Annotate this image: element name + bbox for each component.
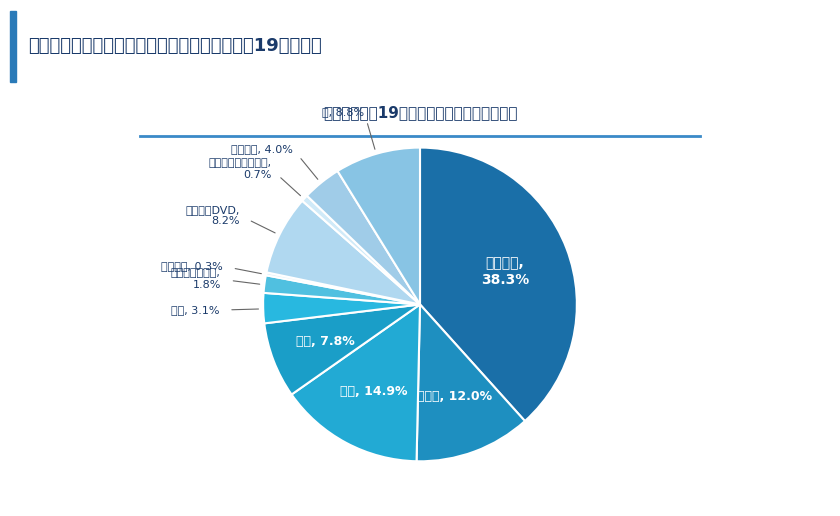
Text: 家庭における電気の使用割合（夏季の点灯帯（19時頃））: 家庭における電気の使用割合（夏季の点灯帯（19時頃）） — [28, 38, 322, 55]
Wedge shape — [266, 272, 420, 304]
Text: エアコン,
38.3%: エアコン, 38.3% — [480, 256, 529, 287]
Wedge shape — [265, 304, 420, 395]
Text: 待機電力, 4.0%: 待機電力, 4.0% — [231, 144, 293, 154]
Text: 給湯, 3.1%: 給湯, 3.1% — [171, 305, 219, 315]
Bar — [10, 11, 16, 82]
Wedge shape — [338, 148, 420, 304]
Text: 他, 8.8%: 他, 8.8% — [322, 107, 364, 117]
Wedge shape — [264, 275, 420, 304]
Text: 冷蔵庫, 12.0%: 冷蔵庫, 12.0% — [417, 391, 492, 404]
Text: 炊事, 7.8%: 炊事, 7.8% — [296, 335, 354, 348]
Text: 洗濯機・乾燥機,
1.8%: 洗濯機・乾燥機, 1.8% — [171, 268, 221, 290]
Wedge shape — [263, 293, 420, 324]
Text: 照明, 14.9%: 照明, 14.9% — [340, 385, 407, 398]
Wedge shape — [307, 171, 420, 304]
Text: テレビ・DVD,
8.2%: テレビ・DVD, 8.2% — [186, 205, 240, 227]
Text: パソコン・ルーター,
0.7%: パソコン・ルーター, 0.7% — [208, 158, 271, 180]
Wedge shape — [302, 196, 420, 304]
Text: 夏の点灯帯（19時頃）の電気の使用割合の例: 夏の点灯帯（19時頃）の電気の使用割合の例 — [323, 105, 517, 120]
Wedge shape — [417, 304, 525, 461]
Text: 温水便座, 0.3%: 温水便座, 0.3% — [161, 261, 223, 271]
Wedge shape — [266, 201, 420, 304]
Wedge shape — [291, 304, 420, 461]
Wedge shape — [420, 148, 577, 421]
